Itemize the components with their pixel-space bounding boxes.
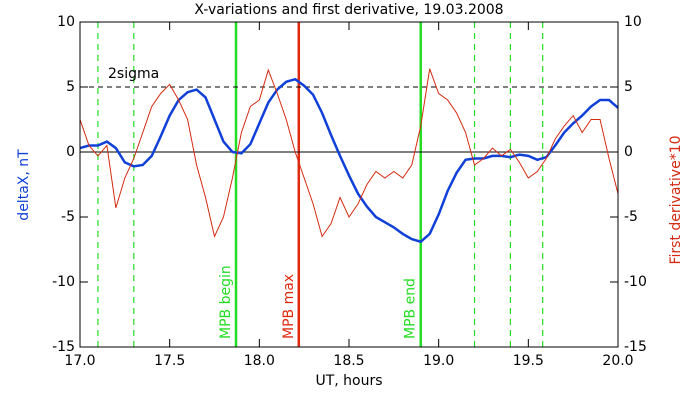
y-tick-label: 10 (57, 14, 75, 30)
y2-tick-label: 10 (624, 14, 642, 30)
x-tick-label: 17.5 (154, 353, 185, 369)
vline-label: MPB begin (218, 265, 234, 339)
chart-title: X-variations and first derivative, 19.03… (194, 2, 503, 18)
x-tick-label: 19.0 (423, 353, 454, 369)
data-line (79, 68, 619, 239)
y-axis-label: deltaX, nT (16, 149, 32, 221)
hline-label: 2sigma (108, 66, 159, 82)
y2-axis-label: First derivative*10 (668, 135, 684, 264)
vline-label: MPB end (403, 278, 419, 339)
data-line (79, 77, 619, 244)
x-axis-label: UT, hours (315, 373, 382, 389)
x-tick-label: 18.0 (244, 353, 275, 369)
y2-tick-label: 0 (624, 144, 633, 160)
y-tick-label: -5 (61, 209, 75, 225)
y-tick-label: -10 (52, 274, 75, 290)
x-tick-label: 17.0 (64, 353, 95, 369)
y-tick-label: 5 (66, 79, 75, 95)
y2-tick-label: -15 (624, 339, 647, 355)
x-tick-label: 18.5 (333, 353, 364, 369)
y2-tick-label: 5 (624, 79, 633, 95)
y2-tick-label: -5 (624, 209, 638, 225)
y-tick-label: -15 (52, 339, 75, 355)
vline-label: MPB max (281, 274, 297, 339)
y2-tick-label: -10 (624, 274, 647, 290)
x-tick-label: 19.5 (513, 353, 544, 369)
x-tick-label: 20.0 (602, 353, 633, 369)
y-tick-label: 0 (66, 144, 75, 160)
plot-frame (79, 21, 619, 348)
